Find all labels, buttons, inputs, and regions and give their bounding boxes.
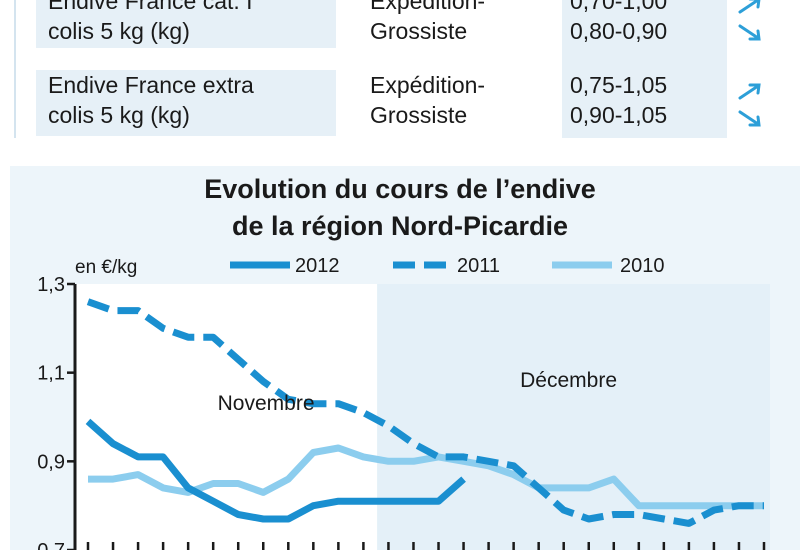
price-line-2: 0,80-0,90 — [570, 18, 668, 44]
product-line-2: colis 5 kg (kg) — [48, 18, 190, 44]
y-tick-label: 0,9 — [37, 451, 65, 473]
trend-down-arrow-icon — [738, 24, 761, 41]
legend-label-2012: 2012 — [295, 255, 340, 277]
month-label-november: Novembre — [218, 392, 315, 415]
chart-title-line-2: de la région Nord-Picardie — [232, 211, 568, 241]
product-line-2: colis 5 kg (kg) — [48, 102, 190, 128]
stage-line-2: Grossiste — [370, 18, 468, 44]
x-axis-ticks — [86, 542, 766, 550]
table-row-1-product: Endive France cat. I colis 5 kg (kg) — [36, 0, 336, 48]
y-tick-label: 1,1 — [37, 363, 65, 385]
product-line-1: Endive France extra — [48, 72, 254, 98]
price-table: Endive France cat. I colis 5 kg (kg) Exp… — [14, 0, 800, 138]
series-line-2011 — [86, 298, 764, 527]
table-row-2-product: Endive France extra colis 5 kg (kg) — [36, 70, 336, 136]
series-lines — [85, 298, 764, 527]
stage-line-1: Expédition- — [370, 72, 486, 98]
price-line-1: 0,75-1,05 — [570, 72, 668, 98]
price-line-1: 0,70-1,00 — [570, 0, 668, 14]
price-line-2: 0,90-1,05 — [570, 102, 668, 128]
month-label-december: Décembre — [520, 369, 617, 392]
table-row-1-price: 0,70-1,00 0,80-0,90 — [564, 0, 724, 48]
trend-down-arrow-icon — [738, 110, 761, 127]
legend-label-2011: 2011 — [457, 255, 500, 277]
y-axis-unit-label: en €/kg — [75, 257, 137, 278]
chart-title-line-1: Evolution du cours de l’endive — [204, 174, 596, 204]
stage-line-2: Grossiste — [370, 102, 468, 128]
series-line-2012 — [85, 418, 466, 523]
trend-up-arrow-icon — [738, 0, 761, 14]
trend-up-arrow-icon — [738, 83, 761, 100]
y-tick-label: 0,7 — [37, 540, 65, 550]
y-axis: 1,3 1,1 0,9 0,7 — [37, 274, 77, 550]
y-tick-label: 1,3 — [37, 274, 65, 296]
product-line-1: Endive France cat. I — [48, 0, 253, 14]
legend-label-2010: 2010 — [620, 255, 665, 277]
table-row-2-price: 0,75-1,05 0,90-1,05 — [564, 70, 724, 136]
table-row-1-stage: Expédition- Grossiste — [358, 0, 558, 48]
price-column-bg — [562, 0, 727, 138]
stage-line-1: Expédition- — [370, 0, 486, 14]
table-row-2-stage: Expédition- Grossiste — [358, 70, 558, 136]
series-line-2010 — [88, 444, 764, 510]
